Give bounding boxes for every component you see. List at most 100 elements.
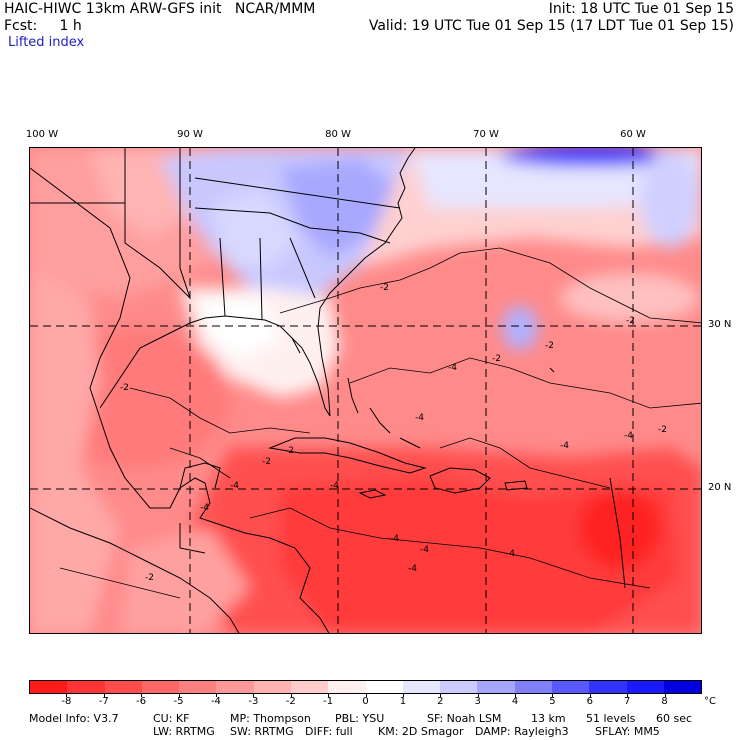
colorbar-label: -7 — [98, 696, 109, 707]
lon-label: 100 W — [25, 129, 59, 140]
colorbar-tick — [178, 694, 180, 697]
lon-label: 90 W — [177, 129, 203, 140]
colorbar-tick — [552, 694, 554, 697]
contour-label: -4 — [408, 564, 417, 574]
footer-resolution: 13 km — [531, 712, 566, 725]
contour-lines — [59, 247, 701, 599]
colorbar-swatch — [216, 681, 254, 693]
colorbar-label: -3 — [248, 696, 259, 707]
colorbar-tick — [253, 694, 255, 697]
colorbar-swatch — [328, 681, 366, 693]
colorbar-tick — [627, 694, 629, 697]
contour-label: -2 — [545, 341, 554, 351]
footer-cu: CU: KF — [153, 712, 190, 725]
colorbar-swatch — [30, 681, 68, 693]
colorbar-label: -4 — [210, 696, 221, 707]
colorbar-tick — [402, 694, 404, 697]
contour-label: -4 — [448, 363, 457, 373]
colorbar-swatch — [589, 681, 627, 693]
contour-label: -2 — [120, 383, 129, 393]
valid-time: Valid: 19 UTC Tue 01 Sep 15 (17 LDT Tue … — [368, 18, 734, 34]
field-shading — [30, 148, 701, 633]
colorbar-label: 3 — [474, 696, 481, 707]
contour-label: -2 — [262, 457, 271, 467]
colorbar-label: 8 — [661, 696, 668, 707]
contour-label: -2 — [626, 316, 635, 326]
contour-label: -4 — [415, 413, 424, 423]
colorbar-label: 6 — [586, 696, 594, 707]
colorbar-swatch — [514, 681, 552, 693]
footer-pbl: PBL: YSU — [335, 712, 385, 725]
lat-lon-grid — [30, 148, 701, 633]
colorbar-tick — [515, 694, 517, 697]
field-name: Lifted index — [8, 35, 85, 50]
colorbar-label: -8 — [61, 696, 72, 707]
lifted-index-map: -2 -2 -2 -2 -2 -2 -2 -4 -4 -4 -4 -4 -4 -… — [29, 147, 702, 634]
colorbar-tick — [141, 694, 143, 697]
contour-label-group: -2 -2 -2 -2 -2 -2 -2 -4 -4 -4 -4 -4 -4 -… — [120, 283, 667, 583]
footer-km: KM: 2D Smagor — [378, 725, 464, 738]
colorbar-label: 2 — [437, 696, 444, 707]
contour-label: -4 — [506, 549, 515, 559]
lon-label: 80 W — [325, 129, 351, 140]
colorbar-label: -6 — [136, 696, 147, 707]
colorbar-swatch — [104, 681, 142, 693]
colorbar-label: 4 — [511, 696, 519, 707]
colorbar-swatch — [663, 681, 702, 693]
colorbar-tick — [103, 694, 105, 697]
colorbar-tick — [440, 694, 442, 697]
contour-label: -4 — [200, 503, 209, 513]
contour-label: -2 — [285, 446, 294, 456]
contour-label: -4 — [230, 481, 239, 491]
colorbar-swatch — [179, 681, 217, 693]
colorbar-label: -2 — [285, 696, 296, 707]
colorbar-swatch — [551, 681, 590, 693]
colorbar-swatch — [253, 681, 291, 693]
contour-label: -4 — [624, 431, 633, 441]
colorbar-swatch — [141, 681, 180, 693]
colorbar-swatch — [365, 681, 403, 693]
lon-label: 70 W — [473, 129, 499, 140]
colorbar — [29, 680, 702, 694]
colorbar-tick — [290, 694, 292, 697]
colorbar-label: -5 — [173, 696, 184, 707]
colorbar-tick — [365, 694, 367, 697]
contour-label: -4 — [420, 545, 429, 555]
footer-levels: 51 levels — [586, 712, 636, 725]
colorbar-swatch — [440, 681, 478, 693]
colorbar-swatch — [402, 681, 441, 693]
contour-label: -4 — [560, 441, 569, 451]
footer-diff: DIFF: full — [305, 725, 353, 738]
colorbar-label: 7 — [624, 696, 631, 707]
footer-timestep: 60 sec — [656, 712, 693, 725]
footer-model-info: Model Info: V3.7 — [29, 712, 119, 725]
forecast-hour: Fcst: 1 h — [4, 18, 82, 34]
colorbar-swatch — [290, 681, 329, 693]
init-time: Init: 18 UTC Tue 01 Sep 15 — [548, 1, 734, 17]
lon-label: 60 W — [620, 129, 646, 140]
footer-sf: SF: Noah LSM — [427, 712, 502, 725]
colorbar-label: 1 — [399, 696, 407, 707]
footer-sw: SW: RRTMG — [230, 725, 294, 738]
coastlines — [30, 148, 626, 633]
colorbar-tick — [328, 694, 330, 697]
colorbar-tick — [215, 694, 217, 697]
colorbar-swatch — [477, 681, 515, 693]
footer-lw: LW: RRTMG — [153, 725, 215, 738]
colorbar-label: 0 — [362, 696, 369, 707]
contour-label: -4 — [330, 481, 339, 491]
colorbar-tick — [66, 694, 68, 697]
colorbar-swatch — [626, 681, 664, 693]
colorbar-swatch — [67, 681, 105, 693]
contour-label: -2 — [658, 425, 667, 435]
contour-label: -4 — [390, 534, 399, 544]
colorbar-label: 5 — [549, 696, 556, 707]
contour-label: -2 — [145, 573, 154, 583]
footer-damp: DAMP: Rayleigh3 — [475, 725, 569, 738]
map-svg: -2 -2 -2 -2 -2 -2 -2 -4 -4 -4 -4 -4 -4 -… — [30, 148, 701, 633]
footer-sflay: SFLAY: MM5 — [595, 725, 660, 738]
contour-label: -2 — [492, 354, 501, 364]
colorbar-tick — [477, 694, 479, 697]
lat-label: 20 N — [708, 482, 732, 493]
colorbar-tick — [664, 694, 666, 697]
